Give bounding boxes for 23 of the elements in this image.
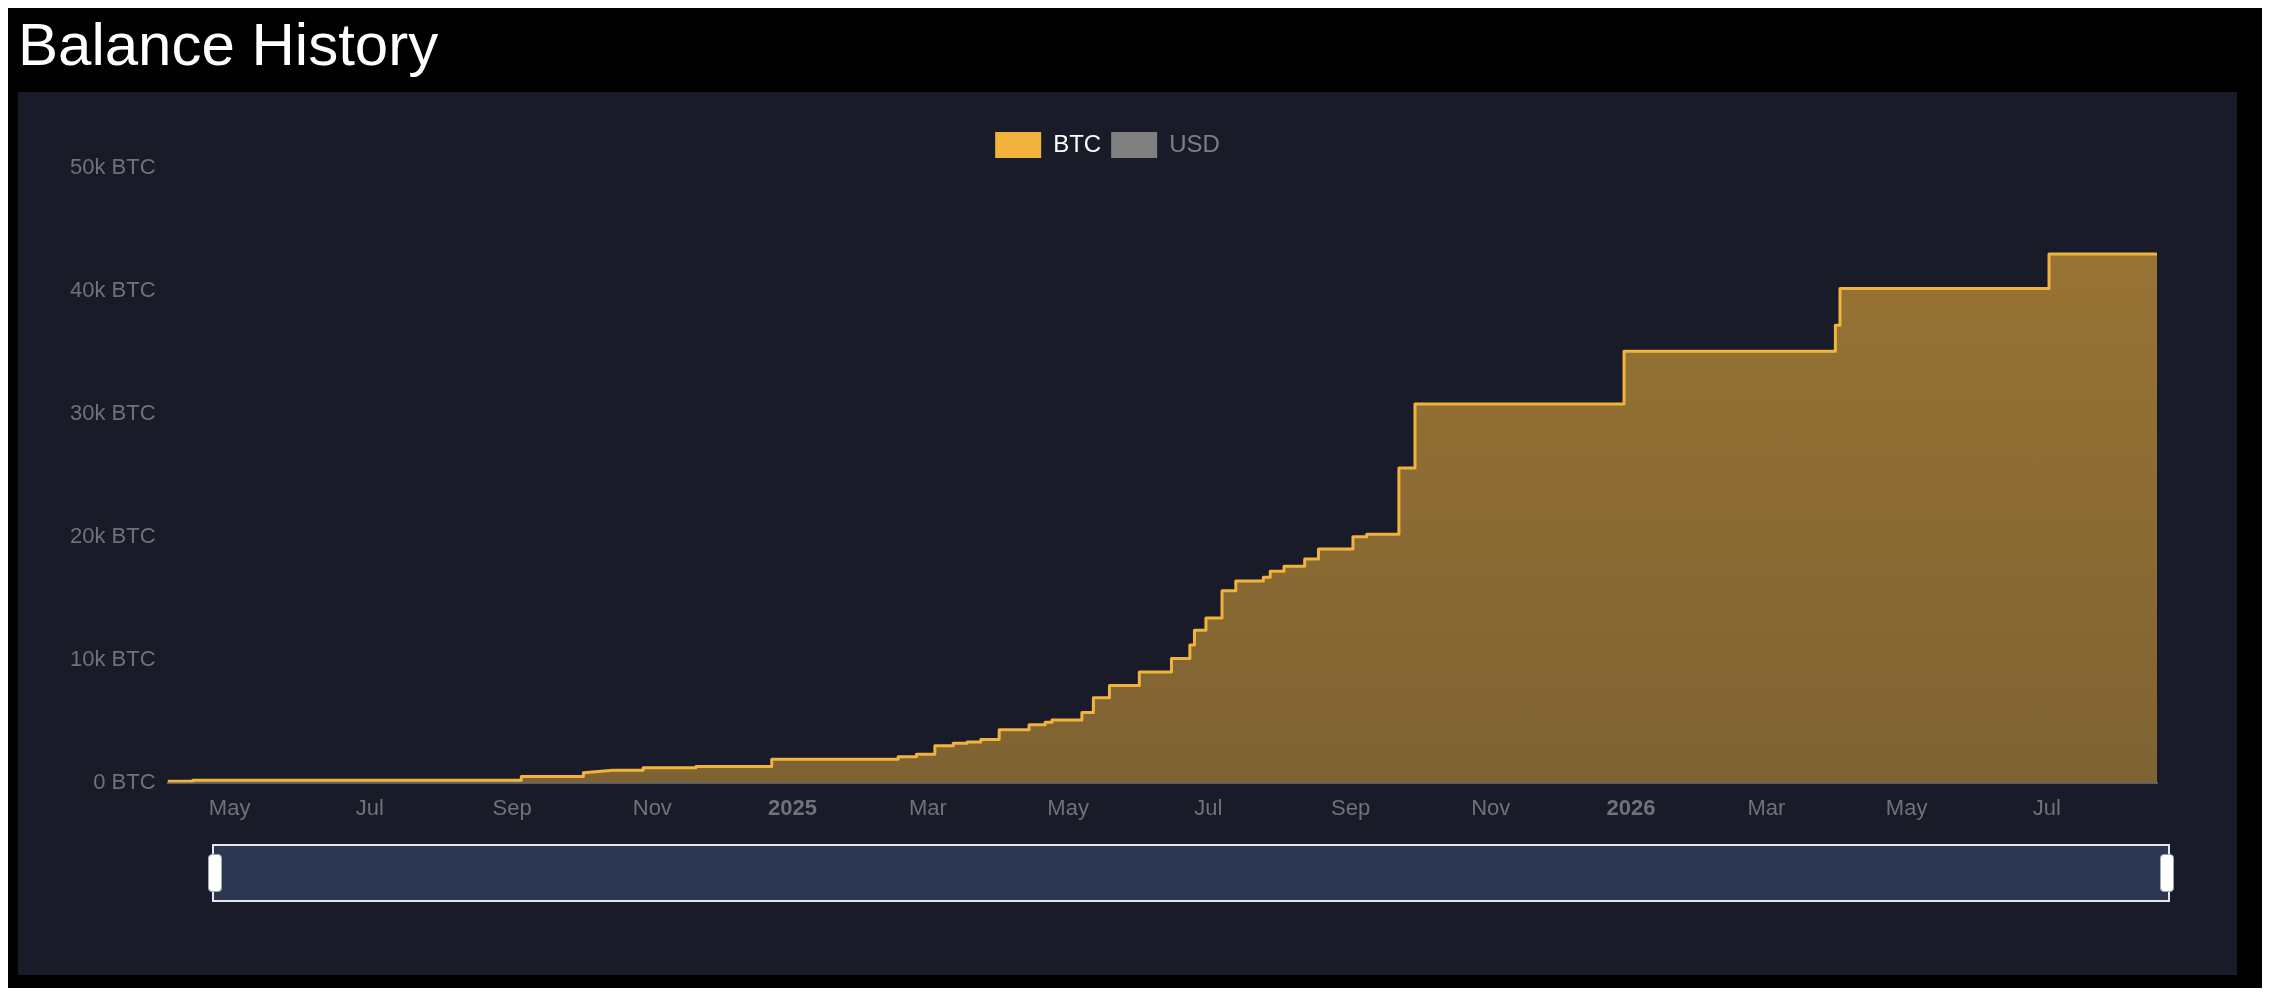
x-tick-label: Nov xyxy=(1471,794,1511,820)
x-tick-label: May xyxy=(208,794,251,820)
y-tick-label: 20k BTC xyxy=(69,522,156,548)
x-tick-label: Jul xyxy=(355,794,384,820)
chart-title: Balance History xyxy=(18,10,439,79)
x-tick-label: Jul xyxy=(2032,794,2061,820)
x-tick-label: May xyxy=(1047,794,1089,820)
x-tick-label: Sep xyxy=(492,794,532,820)
x-tick-label: Nov xyxy=(632,794,672,820)
legend-label: USD xyxy=(1169,129,1220,157)
x-tick-label: Mar xyxy=(1747,794,1786,820)
legend-label: BTC xyxy=(1053,129,1102,157)
y-tick-label: 50k BTC xyxy=(69,154,156,180)
y-tick-label: 30k BTC xyxy=(69,399,156,425)
y-tick-label: 40k BTC xyxy=(69,276,156,302)
y-tick-label: 10k BTC xyxy=(69,645,156,671)
x-tick-label: 2025 xyxy=(767,794,817,820)
x-tick-label: 2026 xyxy=(1606,794,1656,820)
x-tick-label: Mar xyxy=(909,794,947,820)
x-tick-label: Sep xyxy=(1331,794,1371,820)
y-tick-label: 0 BTC xyxy=(93,768,156,794)
x-tick-label: May xyxy=(1885,794,1928,820)
x-tick-label: Jul xyxy=(1194,794,1223,820)
